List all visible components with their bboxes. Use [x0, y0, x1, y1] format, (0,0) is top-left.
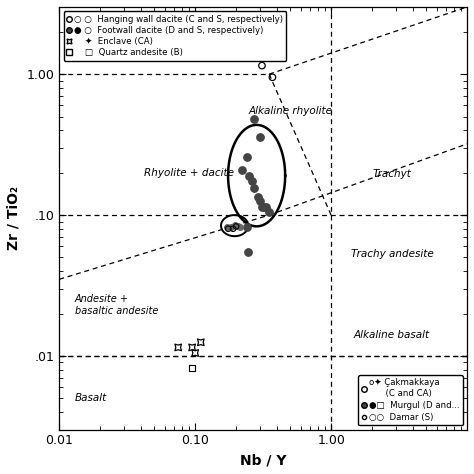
- Point: [188, 365, 196, 372]
- Text: Alkaline rhyolite: Alkaline rhyolite: [248, 106, 332, 116]
- Point: [246, 172, 253, 180]
- Text: Trachy andesite: Trachy andesite: [351, 249, 433, 259]
- Point: [265, 208, 273, 216]
- Text: Andesite +
basaltic andesite: Andesite + basaltic andesite: [75, 294, 158, 316]
- Point: [238, 166, 246, 173]
- Point: [191, 349, 199, 357]
- Point: [174, 344, 182, 351]
- Point: [232, 223, 240, 230]
- X-axis label: Nb / Y: Nb / Y: [240, 453, 286, 467]
- Point: [197, 338, 205, 346]
- Text: Alkaline basalt: Alkaline basalt: [354, 330, 430, 340]
- Point: [224, 225, 232, 233]
- Point: [228, 223, 235, 231]
- Point: [229, 225, 237, 233]
- Point: [250, 184, 257, 192]
- Point: [258, 203, 266, 210]
- Point: [254, 193, 262, 201]
- Point: [223, 223, 230, 231]
- Text: Rhyolite + dacite: Rhyolite + dacite: [144, 168, 234, 178]
- Point: [250, 115, 257, 123]
- Point: [260, 203, 268, 210]
- Text: Basalt: Basalt: [75, 393, 107, 403]
- Point: [231, 221, 238, 229]
- Point: [269, 73, 276, 81]
- Text: Trachyt: Trachyt: [373, 169, 411, 179]
- Point: [188, 344, 196, 351]
- Y-axis label: Zr / TiO₂: Zr / TiO₂: [7, 186, 21, 250]
- Point: [237, 223, 244, 231]
- Point: [262, 203, 269, 210]
- Point: [244, 248, 252, 255]
- Legend: o✦ Çakmakkaya
      (C and CA), ●□  Murgul (D and..., ○○  Damar (S): o✦ Çakmakkaya (C and CA), ●□ Murgul (D a…: [358, 375, 463, 425]
- Point: [256, 198, 264, 205]
- Point: [248, 177, 255, 184]
- Point: [243, 223, 251, 231]
- Point: [243, 153, 251, 160]
- Point: [258, 62, 266, 69]
- Point: [234, 222, 241, 229]
- Point: [256, 133, 264, 140]
